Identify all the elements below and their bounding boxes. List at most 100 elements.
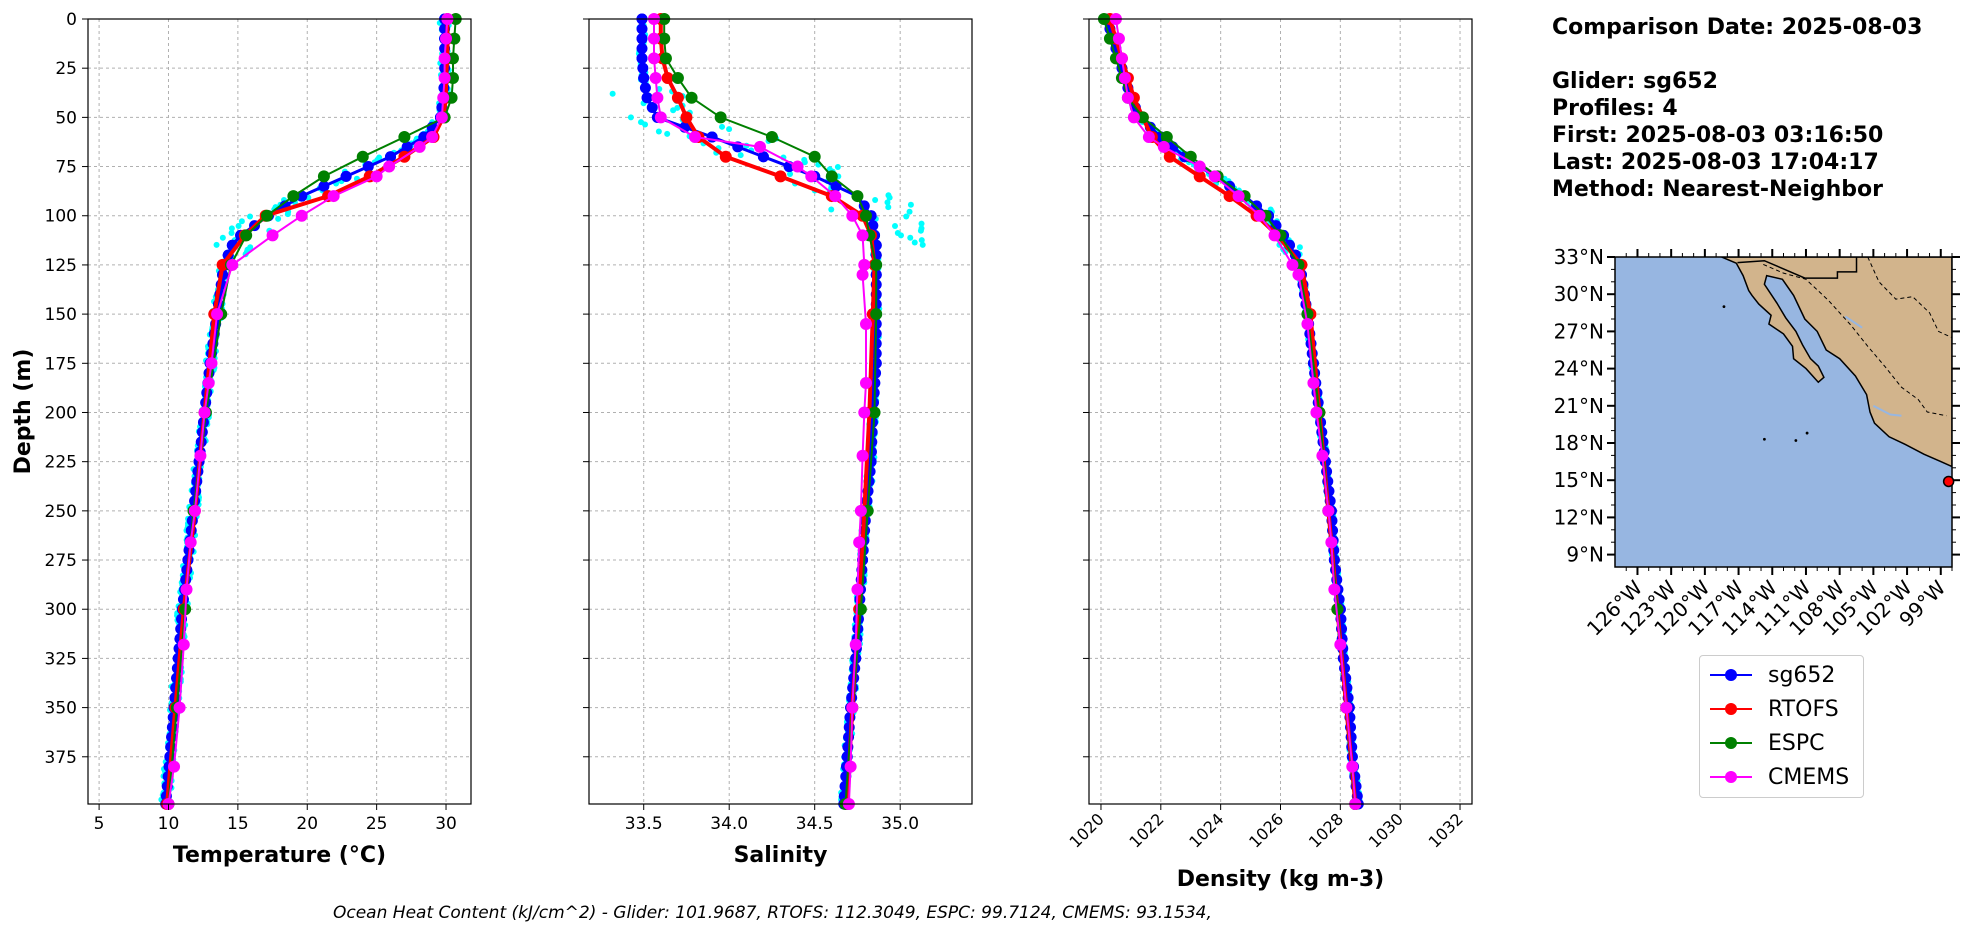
data-point xyxy=(856,229,869,242)
y-tick-label: 325 xyxy=(45,649,77,669)
data-point xyxy=(438,72,451,85)
location-map: 33°N30°N27°N24°N21°N18°N15°N12°N9°N126°W… xyxy=(1554,245,1960,641)
y-tick-label: 250 xyxy=(45,502,77,522)
lat-tick-label: 24°N xyxy=(1554,357,1604,381)
data-point xyxy=(426,131,439,144)
legend-swatch-cmems xyxy=(1708,767,1754,787)
data-point xyxy=(757,151,769,163)
x-tick-label: 1028 xyxy=(1305,809,1347,851)
y-tick-label: 350 xyxy=(45,699,77,719)
data-point xyxy=(240,229,253,242)
raw-point xyxy=(670,107,677,114)
x-tick-label: 34.0 xyxy=(710,814,748,834)
data-point xyxy=(1232,190,1245,203)
data-point xyxy=(870,258,883,271)
legend-label: CMEMS xyxy=(1768,764,1850,790)
series-line xyxy=(640,19,878,805)
legend-swatch-sg652 xyxy=(1708,665,1754,685)
axes-frame xyxy=(87,18,472,805)
y-tick-label: 100 xyxy=(45,207,77,227)
data-point xyxy=(714,111,727,124)
legend-item-rtofs: RTOFS xyxy=(1708,695,1839,723)
raw-point xyxy=(219,234,226,241)
raw-point xyxy=(655,128,662,135)
data-point xyxy=(226,258,239,271)
lat-tick-label: 21°N xyxy=(1554,394,1604,418)
raw-point xyxy=(834,163,841,170)
data-point xyxy=(825,170,838,183)
data-point xyxy=(636,23,648,35)
x-tick-label: 1032 xyxy=(1425,809,1467,851)
data-point xyxy=(638,72,650,84)
y-tick-label: 275 xyxy=(45,551,77,571)
data-point xyxy=(846,701,859,714)
data-point xyxy=(1286,258,1299,271)
country-border xyxy=(1737,257,1858,279)
data-point xyxy=(440,32,453,45)
data-point xyxy=(689,131,702,144)
raw-point xyxy=(664,130,671,137)
data-point xyxy=(1136,111,1149,124)
legend-label: RTOFS xyxy=(1768,696,1839,722)
data-point xyxy=(446,52,459,65)
data-point xyxy=(671,91,684,104)
data-point xyxy=(266,229,279,242)
profile-count: Profiles: 4 xyxy=(1552,96,1678,121)
lat-tick-label: 30°N xyxy=(1554,282,1604,306)
data-point xyxy=(719,150,732,163)
data-point xyxy=(438,52,451,65)
lat-tick-label: 15°N xyxy=(1554,468,1604,492)
data-point xyxy=(1115,52,1128,65)
series-cmems xyxy=(647,13,872,810)
data-point xyxy=(173,701,186,714)
data-point xyxy=(685,91,698,104)
x-axis-label: Temperature (°C) xyxy=(173,843,386,868)
data-point xyxy=(774,170,787,183)
data-point xyxy=(168,760,181,773)
data-point xyxy=(637,62,649,74)
lat-tick-label: 18°N xyxy=(1554,431,1604,455)
x-tick-label: 30 xyxy=(435,814,457,834)
data-point xyxy=(851,190,864,203)
glider-name: Glider: sg652 xyxy=(1552,69,1718,94)
data-point xyxy=(661,72,674,85)
data-point xyxy=(401,141,413,153)
raw-point xyxy=(235,222,242,229)
raw-point xyxy=(907,234,914,241)
data-point xyxy=(846,209,859,222)
lake xyxy=(1872,404,1902,417)
data-point xyxy=(1270,220,1282,232)
data-point xyxy=(211,308,224,321)
data-point xyxy=(1325,536,1338,549)
y-tick-label: 125 xyxy=(45,256,77,276)
data-point xyxy=(205,357,218,370)
data-point xyxy=(1103,32,1116,45)
data-point xyxy=(844,760,857,773)
data-point xyxy=(680,111,693,124)
profile-panel-density: 1020 1022 1024 1026 1028 1030 1032 Density (kg … xyxy=(1066,13,1473,892)
data-point xyxy=(1322,504,1335,517)
data-point xyxy=(362,161,374,173)
raw-point xyxy=(911,239,918,246)
y-tick-label: 200 xyxy=(45,403,77,423)
data-point xyxy=(177,638,190,651)
raw-point xyxy=(228,230,235,237)
data-point xyxy=(808,150,821,163)
data-point xyxy=(639,82,651,94)
raw-point xyxy=(891,222,898,229)
data-point xyxy=(646,102,658,114)
data-point xyxy=(858,406,871,419)
raw-point xyxy=(886,194,893,201)
data-point xyxy=(671,72,684,85)
legend-swatch-espc xyxy=(1708,733,1754,753)
raw-point xyxy=(213,241,220,248)
y-tick-label: 225 xyxy=(45,453,77,473)
island xyxy=(1763,437,1766,441)
legend-swatch-rtofs xyxy=(1708,699,1754,719)
data-point xyxy=(1340,701,1353,714)
raw-point xyxy=(719,123,726,130)
lat-tick-label: 9°N xyxy=(1566,543,1604,567)
state-border xyxy=(1867,257,1952,339)
data-point xyxy=(1334,638,1347,651)
